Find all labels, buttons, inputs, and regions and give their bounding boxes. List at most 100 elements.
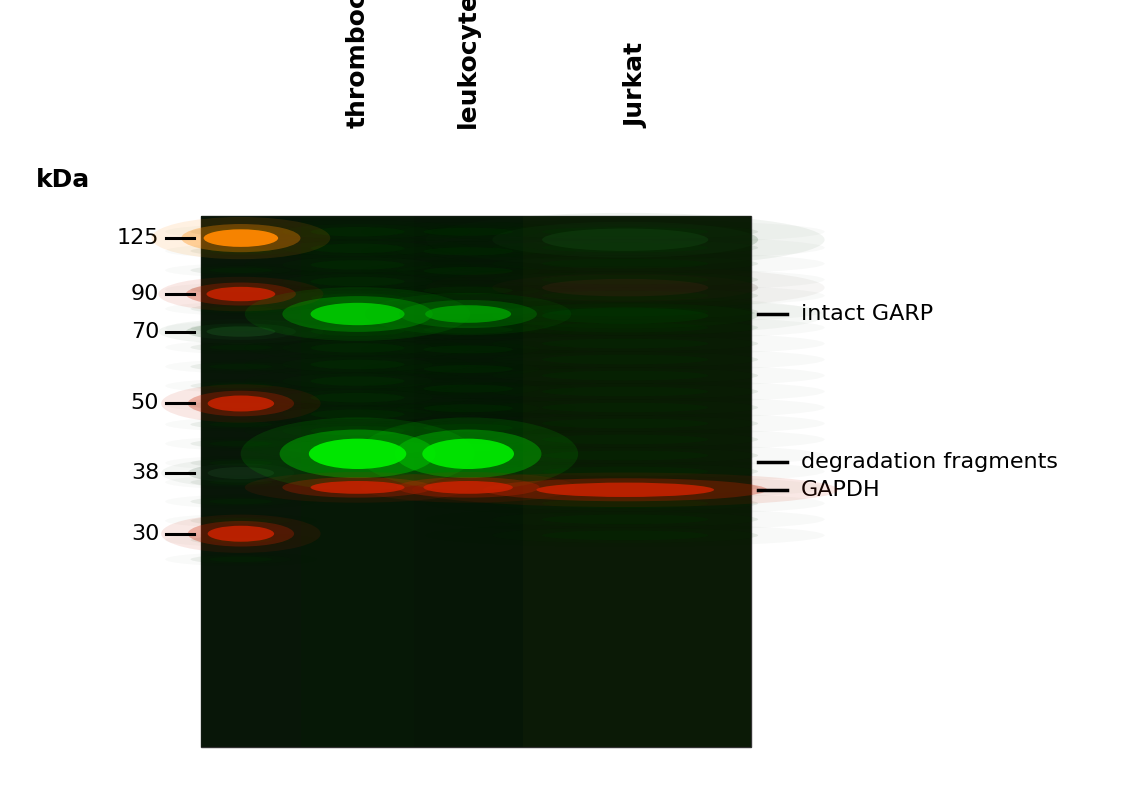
Ellipse shape: [423, 481, 512, 494]
Ellipse shape: [190, 555, 291, 564]
Ellipse shape: [206, 327, 275, 337]
Ellipse shape: [423, 345, 512, 353]
Text: kDa: kDa: [36, 168, 91, 192]
Ellipse shape: [397, 324, 540, 336]
Text: intact GARP: intact GARP: [801, 304, 933, 324]
Ellipse shape: [190, 535, 291, 544]
Ellipse shape: [542, 279, 708, 296]
Ellipse shape: [282, 290, 433, 306]
Ellipse shape: [397, 402, 540, 415]
Ellipse shape: [493, 415, 759, 431]
Ellipse shape: [210, 383, 273, 388]
Ellipse shape: [210, 422, 273, 427]
Ellipse shape: [493, 256, 759, 272]
Text: 125: 125: [117, 228, 159, 248]
Ellipse shape: [397, 245, 540, 258]
Ellipse shape: [423, 287, 512, 295]
Text: leukocytes: leukocytes: [456, 0, 480, 128]
Ellipse shape: [181, 224, 300, 252]
Ellipse shape: [188, 521, 295, 547]
Text: thrombocytes: thrombocytes: [346, 0, 369, 128]
Ellipse shape: [397, 304, 540, 316]
Ellipse shape: [210, 499, 273, 504]
Ellipse shape: [399, 300, 536, 328]
Ellipse shape: [188, 391, 295, 416]
Ellipse shape: [311, 426, 405, 435]
Bar: [523, 216, 751, 747]
Ellipse shape: [542, 339, 708, 348]
Ellipse shape: [311, 409, 405, 419]
Ellipse shape: [190, 304, 291, 313]
Ellipse shape: [206, 287, 275, 301]
Ellipse shape: [311, 227, 405, 237]
Ellipse shape: [493, 352, 759, 368]
Ellipse shape: [311, 244, 405, 253]
Ellipse shape: [397, 477, 540, 498]
Ellipse shape: [190, 516, 291, 525]
Bar: [301, 216, 414, 747]
Ellipse shape: [241, 417, 474, 491]
Ellipse shape: [493, 527, 759, 543]
Ellipse shape: [162, 515, 321, 553]
Ellipse shape: [423, 384, 512, 392]
Ellipse shape: [311, 327, 405, 336]
Ellipse shape: [210, 441, 273, 447]
Ellipse shape: [190, 459, 291, 467]
Ellipse shape: [397, 363, 540, 376]
Ellipse shape: [542, 243, 708, 252]
Ellipse shape: [186, 283, 296, 305]
Ellipse shape: [190, 247, 291, 256]
Ellipse shape: [493, 400, 759, 415]
Ellipse shape: [493, 224, 759, 240]
Ellipse shape: [493, 304, 759, 320]
Ellipse shape: [210, 248, 273, 254]
Ellipse shape: [542, 291, 708, 300]
Text: degradation fragments: degradation fragments: [801, 451, 1058, 472]
Ellipse shape: [207, 396, 274, 411]
Ellipse shape: [542, 229, 708, 251]
Ellipse shape: [282, 477, 433, 498]
Ellipse shape: [397, 264, 540, 277]
Text: 90: 90: [131, 284, 159, 304]
Ellipse shape: [493, 463, 759, 479]
Ellipse shape: [188, 463, 295, 483]
Ellipse shape: [210, 344, 273, 350]
Ellipse shape: [210, 364, 273, 369]
Ellipse shape: [493, 320, 759, 336]
Ellipse shape: [282, 240, 433, 256]
Text: 30: 30: [131, 523, 159, 544]
Ellipse shape: [394, 430, 542, 478]
Ellipse shape: [245, 287, 470, 341]
Ellipse shape: [536, 483, 714, 497]
Ellipse shape: [397, 343, 540, 356]
Ellipse shape: [190, 285, 291, 294]
Bar: [201, 216, 751, 747]
Ellipse shape: [493, 222, 759, 257]
Ellipse shape: [493, 272, 759, 288]
Ellipse shape: [311, 443, 405, 452]
Ellipse shape: [493, 288, 759, 304]
Ellipse shape: [423, 326, 512, 334]
Ellipse shape: [542, 259, 708, 268]
Text: Jurkat: Jurkat: [625, 42, 649, 128]
Ellipse shape: [210, 229, 273, 235]
Ellipse shape: [361, 472, 575, 503]
Ellipse shape: [358, 417, 578, 491]
Ellipse shape: [186, 324, 296, 340]
Ellipse shape: [282, 257, 433, 272]
Ellipse shape: [423, 423, 512, 431]
Ellipse shape: [311, 293, 405, 303]
Ellipse shape: [282, 340, 433, 356]
Ellipse shape: [282, 439, 433, 455]
Ellipse shape: [190, 381, 291, 391]
Ellipse shape: [542, 467, 708, 476]
Ellipse shape: [493, 431, 759, 447]
Ellipse shape: [282, 407, 433, 422]
Ellipse shape: [151, 217, 330, 259]
Ellipse shape: [493, 273, 759, 302]
Ellipse shape: [190, 266, 291, 275]
Ellipse shape: [542, 387, 708, 396]
Ellipse shape: [493, 303, 759, 328]
Ellipse shape: [311, 376, 405, 386]
Ellipse shape: [423, 267, 512, 275]
